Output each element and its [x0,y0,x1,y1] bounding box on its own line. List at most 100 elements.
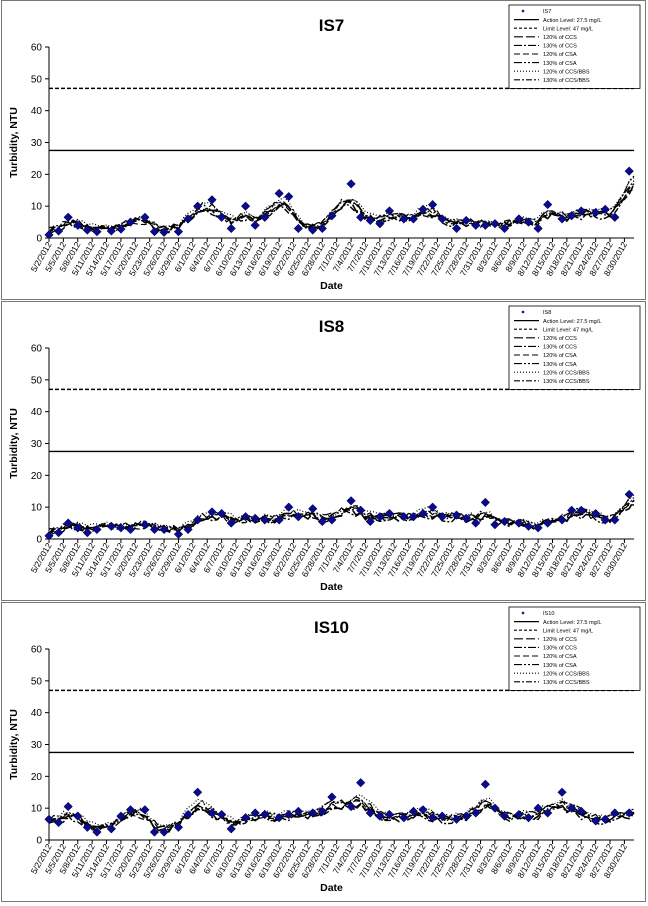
y-tick-label: 10 [31,202,43,213]
data-point [226,223,236,234]
data-point [308,808,318,818]
x-axis-label: Date [320,280,343,292]
y-tick-label: 20 [31,772,43,783]
x-axis-label: Date [320,882,343,894]
data-point [576,806,586,817]
y-tick-label: 30 [31,138,43,149]
chart-title: IS7 [319,16,345,35]
legend-entry: 120% of CCS [543,336,577,342]
data-point [192,787,203,797]
data-point [451,223,462,234]
data-point [284,502,294,512]
model-series-6 [48,188,635,234]
chart-title: IS10 [314,618,349,637]
data-point [600,814,610,824]
data-point [116,811,126,821]
data-point [63,212,73,222]
data-point [427,813,438,823]
legend-entry: 120% of CSA [543,353,577,359]
data-point [490,803,500,813]
data-point [375,219,385,229]
data-point [427,199,438,210]
data-point [183,214,193,224]
y-tick-label: 60 [31,645,43,656]
data-point [480,220,491,230]
data-point [600,204,610,215]
y-axis-label: Turbidity, NTU [8,408,20,479]
data-point [140,805,150,815]
data-point [82,822,93,832]
model-series-3 [48,500,635,534]
data-point [365,215,375,226]
data-point [216,809,227,820]
model-series-4 [48,796,635,829]
data-point [418,204,428,215]
data-point [567,211,577,221]
legend-entry: Action Level: 27.5 mg/L [543,319,601,325]
y-tick-label: 50 [31,375,43,386]
data-point [461,513,471,523]
legend-entry: 120% of CCS/BBS [543,671,590,677]
data-point [533,803,543,813]
data-point [44,531,54,541]
data-point [82,225,93,235]
data-point [216,212,227,222]
data-point [356,505,366,516]
data-point [274,188,284,199]
data-point [543,199,553,210]
data-point [159,227,169,237]
data-point [471,220,481,230]
data-point [106,824,116,834]
data-point [624,808,634,818]
data-point [499,811,510,821]
data-point [53,527,64,538]
y-tick-label: 60 [31,43,43,54]
data-point [240,813,251,823]
y-tick-label: 0 [36,836,42,847]
data-point [427,502,438,512]
data-point [159,827,169,837]
data-point [624,166,634,176]
data-point [384,809,395,820]
data-point [106,226,116,236]
data-point [399,214,409,224]
data-point [624,489,634,500]
y-tick-label: 60 [31,344,43,355]
data-point [63,801,73,812]
legend: IS10 Action Level: 27.5 mg/L Limit Level: … [508,606,641,691]
y-tick-label: 40 [31,708,43,719]
data-point [346,179,356,189]
data-point [63,518,73,528]
data-point [207,808,217,818]
legend-entry: Limit Level: 47 mg/L [543,327,593,333]
legend-entry: 130% of CSA [543,61,577,67]
data-point [284,809,294,820]
legend: IS7 Action Level: 27.5 mg/L Limit Level: 4… [508,4,641,89]
legend-entry: IS7 [543,9,551,15]
legend-entry: 120% of CCS [543,637,577,643]
data-point [418,508,428,519]
data-point [346,801,356,812]
y-tick-label: 30 [31,439,43,450]
data-point [471,808,481,818]
data-point [327,211,337,221]
data-point [44,230,54,240]
data-point [610,212,620,222]
legend-entry: 120% of CSA [543,654,577,660]
data-point [317,516,327,527]
data-point [173,822,184,832]
data-point [125,805,136,815]
data-point [451,814,462,824]
data-point [149,226,160,237]
data-point [399,512,409,522]
data-point [384,206,395,216]
data-point [125,524,136,535]
data-point [207,195,217,205]
data-point [173,226,184,237]
legend-entry: IS8 [543,310,551,316]
data-point [293,806,303,817]
data-point [260,809,270,820]
data-point [274,813,284,823]
data-point [149,524,160,535]
